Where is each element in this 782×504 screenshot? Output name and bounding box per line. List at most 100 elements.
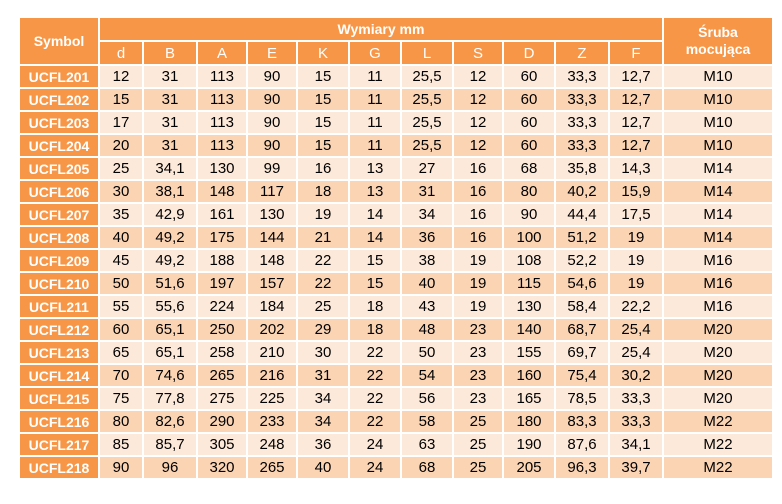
table-cell: 175 — [198, 227, 246, 248]
table-cell: 54 — [402, 365, 452, 386]
table-cell: 184 — [248, 296, 296, 317]
table-row: UCFL214 70 74,6 265 216 31 22 54 23 160 75,4 30,2 M2… — [20, 365, 772, 386]
table-cell: 12 — [454, 135, 502, 156]
table-cell: 115 — [504, 273, 554, 294]
row-bolt: M14 — [664, 204, 772, 225]
row-bolt: M14 — [664, 181, 772, 202]
table-cell: 13 — [350, 181, 400, 202]
row-symbol: UCFL208 — [20, 227, 98, 248]
table-cell: 25,5 — [402, 66, 452, 87]
table-cell: 35,8 — [556, 158, 608, 179]
table-cell: 197 — [198, 273, 246, 294]
row-symbol: UCFL206 — [20, 181, 98, 202]
row-symbol: UCFL217 — [20, 434, 98, 455]
table-cell: 130 — [198, 158, 246, 179]
table-cell: 205 — [504, 457, 554, 478]
row-symbol: UCFL205 — [20, 158, 98, 179]
table-cell: 23 — [454, 365, 502, 386]
table-cell: 290 — [198, 411, 246, 432]
row-bolt: M10 — [664, 112, 772, 133]
row-symbol: UCFL214 — [20, 365, 98, 386]
table-cell: 90 — [100, 457, 142, 478]
table-cell: 90 — [248, 66, 296, 87]
table-cell: 25,5 — [402, 89, 452, 110]
table-cell: 11 — [350, 112, 400, 133]
column-header: B — [144, 42, 196, 64]
table-cell: 250 — [198, 319, 246, 340]
table-cell: 36 — [402, 227, 452, 248]
table-cell: 15 — [298, 112, 348, 133]
table-cell: 54,6 — [556, 273, 608, 294]
table-cell: 161 — [198, 204, 246, 225]
table-row: UCFL201 12 31 113 90 15 11 25,5 12 60 33,3 12,7 M10 — [20, 66, 772, 87]
table-cell: 51,6 — [144, 273, 196, 294]
table-row: UCFL211 55 55,6 224 184 25 18 43 19 130 58,4 22,2 M1… — [20, 296, 772, 317]
table-row: UCFL202 15 31 113 90 15 11 25,5 12 60 33,3 12,7 M10 — [20, 89, 772, 110]
row-bolt: M22 — [664, 411, 772, 432]
table-cell: 148 — [248, 250, 296, 271]
table-cell: 52,2 — [556, 250, 608, 271]
table-cell: 58 — [402, 411, 452, 432]
table-cell: 113 — [198, 66, 246, 87]
table-cell: 22 — [350, 411, 400, 432]
table-cell: 85,7 — [144, 434, 196, 455]
table-cell: 55 — [100, 296, 142, 317]
table-cell: 36 — [298, 434, 348, 455]
table-row: UCFL208 40 49,2 175 144 21 14 36 16 100 51,2 19 M14 — [20, 227, 772, 248]
table-cell: 113 — [198, 89, 246, 110]
row-symbol: UCFL216 — [20, 411, 98, 432]
row-symbol: UCFL203 — [20, 112, 98, 133]
table-cell: 27 — [402, 158, 452, 179]
row-bolt: M22 — [664, 457, 772, 478]
table-cell: 34 — [298, 388, 348, 409]
table-cell: 23 — [454, 388, 502, 409]
table-cell: 96,3 — [556, 457, 608, 478]
table-cell: 248 — [248, 434, 296, 455]
table-cell: 22 — [350, 388, 400, 409]
table-row: UCFL204 20 31 113 90 15 11 25,5 12 60 33,3 12,7 M10 — [20, 135, 772, 156]
table-cell: 140 — [504, 319, 554, 340]
table-cell: 108 — [504, 250, 554, 271]
table-cell: 40 — [298, 457, 348, 478]
table-cell: 15 — [298, 135, 348, 156]
table-cell: 15 — [100, 89, 142, 110]
table-cell: 165 — [504, 388, 554, 409]
table-cell: 25 — [454, 411, 502, 432]
row-bolt: M16 — [664, 273, 772, 294]
row-bolt: M10 — [664, 89, 772, 110]
table-cell: 75,4 — [556, 365, 608, 386]
table-cell: 12 — [100, 66, 142, 87]
table-cell: 19 — [298, 204, 348, 225]
table-cell: 15 — [298, 89, 348, 110]
table-cell: 14 — [350, 204, 400, 225]
table-cell: 18 — [298, 181, 348, 202]
row-symbol: UCFL202 — [20, 89, 98, 110]
table-row: UCFL212 60 65,1 250 202 29 18 48 23 140 68,7 25,4 M2… — [20, 319, 772, 340]
table-cell: 19 — [610, 250, 662, 271]
column-header: S — [454, 42, 502, 64]
table-cell: 22 — [298, 273, 348, 294]
table-cell: 90 — [248, 89, 296, 110]
row-bolt: M20 — [664, 388, 772, 409]
table-cell: 180 — [504, 411, 554, 432]
table-cell: 23 — [454, 319, 502, 340]
row-symbol: UCFL215 — [20, 388, 98, 409]
row-bolt: M14 — [664, 227, 772, 248]
table-cell: 31 — [144, 135, 196, 156]
column-header: F — [610, 42, 662, 64]
table-cell: 83,3 — [556, 411, 608, 432]
table-cell: 30,2 — [610, 365, 662, 386]
table-cell: 16 — [454, 158, 502, 179]
table-cell: 233 — [248, 411, 296, 432]
column-header: L — [402, 42, 452, 64]
table-cell: 15 — [350, 273, 400, 294]
row-bolt: M20 — [664, 365, 772, 386]
table-cell: 25 — [454, 457, 502, 478]
table-cell: 202 — [248, 319, 296, 340]
table-cell: 113 — [198, 112, 246, 133]
table-cell: 24 — [350, 434, 400, 455]
table-cell: 12 — [454, 66, 502, 87]
table-cell: 17,5 — [610, 204, 662, 225]
